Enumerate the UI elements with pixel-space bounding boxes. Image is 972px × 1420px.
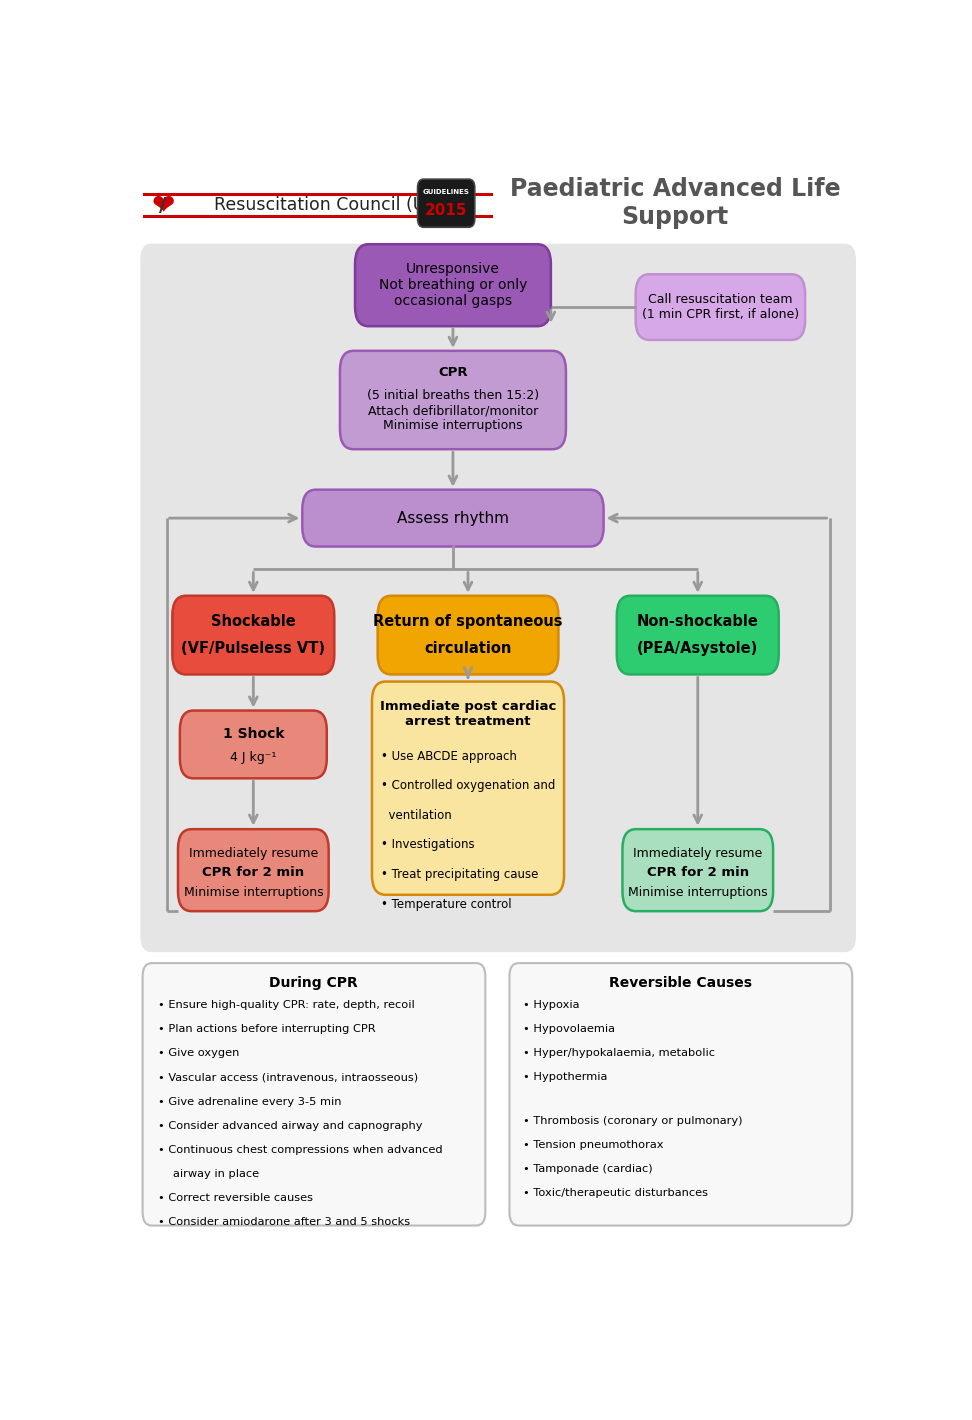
Text: CPR: CPR xyxy=(438,366,468,379)
Text: • Give oxygen: • Give oxygen xyxy=(157,1048,239,1058)
Text: Call resuscitation team
(1 min CPR first, if alone): Call resuscitation team (1 min CPR first… xyxy=(642,293,799,321)
FancyBboxPatch shape xyxy=(372,682,564,895)
Text: • Correct reversible causes: • Correct reversible causes xyxy=(157,1193,313,1203)
Text: • Give adrenaline every 3-5 min: • Give adrenaline every 3-5 min xyxy=(157,1096,341,1106)
Text: • Continuous chest compressions when advanced: • Continuous chest compressions when adv… xyxy=(157,1145,442,1154)
Text: • Hyper/hypokalaemia, metabolic: • Hyper/hypokalaemia, metabolic xyxy=(523,1048,715,1058)
Text: GUIDELINES: GUIDELINES xyxy=(423,189,469,196)
Text: During CPR: During CPR xyxy=(269,976,358,990)
Text: Non-shockable: Non-shockable xyxy=(637,615,759,629)
Text: • Investigations: • Investigations xyxy=(381,838,475,852)
Text: • Controlled oxygenation and: • Controlled oxygenation and xyxy=(381,780,556,792)
FancyBboxPatch shape xyxy=(622,829,773,912)
Text: 4 J kg⁻¹: 4 J kg⁻¹ xyxy=(230,751,276,764)
Text: Reversible Causes: Reversible Causes xyxy=(608,976,752,990)
FancyBboxPatch shape xyxy=(143,963,485,1225)
FancyBboxPatch shape xyxy=(617,596,779,674)
Text: • Consider amiodarone after 3 and 5 shocks: • Consider amiodarone after 3 and 5 shoc… xyxy=(157,1217,410,1227)
FancyBboxPatch shape xyxy=(180,710,327,778)
Text: (5 initial breaths then 15:2)
Attach defibrillator/monitor
Minimise interruption: (5 initial breaths then 15:2) Attach def… xyxy=(366,389,539,433)
FancyBboxPatch shape xyxy=(140,244,856,953)
FancyBboxPatch shape xyxy=(178,829,329,912)
Text: 1 Shock: 1 Shock xyxy=(223,727,284,740)
Text: ventilation: ventilation xyxy=(381,809,452,822)
Text: 2015: 2015 xyxy=(425,203,468,219)
Text: (VF/Pulseless VT): (VF/Pulseless VT) xyxy=(182,640,326,656)
Text: Resuscitation Council (UK): Resuscitation Council (UK) xyxy=(214,196,443,214)
Text: CPR for 2 min: CPR for 2 min xyxy=(646,866,748,879)
Text: Paediatric Advanced Life
Support: Paediatric Advanced Life Support xyxy=(510,178,841,229)
Text: • Vascular access (intravenous, intraosseous): • Vascular access (intravenous, intraoss… xyxy=(157,1072,418,1082)
Text: • Tamponade (cardiac): • Tamponade (cardiac) xyxy=(523,1164,652,1174)
Text: Immediate post cardiac
arrest treatment: Immediate post cardiac arrest treatment xyxy=(380,700,556,728)
Text: Immediately resume: Immediately resume xyxy=(633,848,762,861)
Text: • Plan actions before interrupting CPR: • Plan actions before interrupting CPR xyxy=(157,1024,375,1034)
Text: Unresponsive
Not breathing or only
occasional gasps: Unresponsive Not breathing or only occas… xyxy=(379,263,527,308)
Text: Shockable: Shockable xyxy=(211,615,295,629)
Text: • Hypovolaemia: • Hypovolaemia xyxy=(523,1024,615,1034)
Text: • Toxic/therapeutic disturbances: • Toxic/therapeutic disturbances xyxy=(523,1189,708,1198)
FancyBboxPatch shape xyxy=(172,596,334,674)
Text: Immediately resume: Immediately resume xyxy=(189,848,318,861)
Text: (PEA/Asystole): (PEA/Asystole) xyxy=(638,640,758,656)
FancyBboxPatch shape xyxy=(377,596,558,674)
Text: Minimise interruptions: Minimise interruptions xyxy=(184,886,323,899)
Text: Assess rhythm: Assess rhythm xyxy=(397,511,509,525)
Text: airway in place: airway in place xyxy=(173,1169,259,1179)
Text: • Thrombosis (coronary or pulmonary): • Thrombosis (coronary or pulmonary) xyxy=(523,1116,743,1126)
Text: ❤: ❤ xyxy=(152,192,175,219)
FancyBboxPatch shape xyxy=(509,963,852,1225)
Text: • Consider advanced airway and capnography: • Consider advanced airway and capnograp… xyxy=(157,1120,422,1130)
FancyBboxPatch shape xyxy=(355,244,551,327)
Text: • Hypothermia: • Hypothermia xyxy=(523,1072,608,1082)
FancyBboxPatch shape xyxy=(636,274,805,339)
FancyBboxPatch shape xyxy=(302,490,604,547)
FancyBboxPatch shape xyxy=(340,351,566,449)
Text: Return of spontaneous: Return of spontaneous xyxy=(373,615,563,629)
FancyBboxPatch shape xyxy=(418,179,474,227)
Text: /: / xyxy=(159,196,166,214)
Text: • Use ABCDE approach: • Use ABCDE approach xyxy=(381,750,517,763)
Text: • Treat precipitating cause: • Treat precipitating cause xyxy=(381,868,538,880)
Text: CPR for 2 min: CPR for 2 min xyxy=(202,866,304,879)
Text: • Temperature control: • Temperature control xyxy=(381,897,512,910)
Text: • Tension pneumothorax: • Tension pneumothorax xyxy=(523,1140,664,1150)
Text: • Hypoxia: • Hypoxia xyxy=(523,1000,579,1010)
Text: Minimise interruptions: Minimise interruptions xyxy=(628,886,768,899)
Text: circulation: circulation xyxy=(425,640,511,656)
Text: • Ensure high-quality CPR: rate, depth, recoil: • Ensure high-quality CPR: rate, depth, … xyxy=(157,1000,414,1010)
